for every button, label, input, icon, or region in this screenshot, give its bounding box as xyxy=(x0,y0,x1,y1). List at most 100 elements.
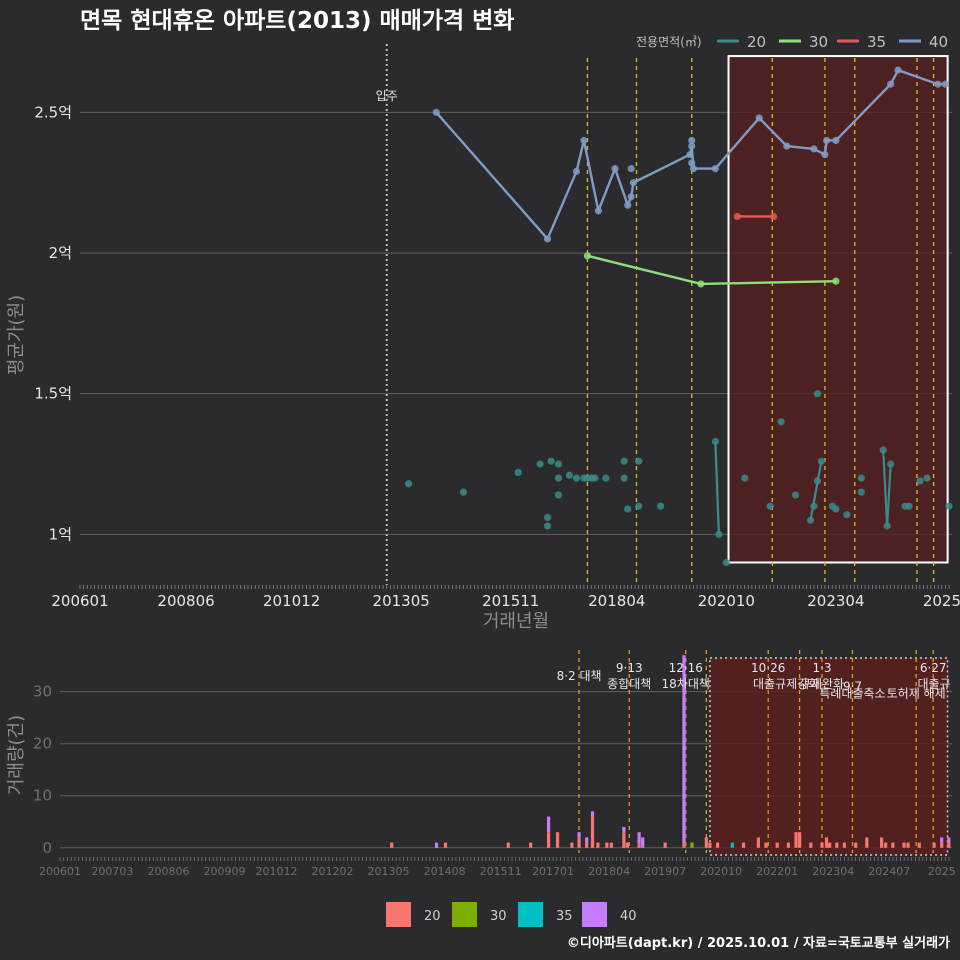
data-point-20 xyxy=(817,457,826,465)
data-point-20 xyxy=(554,474,563,482)
data-point-20 xyxy=(810,502,818,510)
policy-annotation: 18차대책 xyxy=(662,676,710,691)
volume-x-tick-label: 200806 xyxy=(147,865,189,878)
x-tick-label: 201804 xyxy=(588,592,645,610)
highlight-box xyxy=(727,55,949,564)
volume-bar-20 xyxy=(443,842,448,848)
volume-bar-20 xyxy=(506,842,510,848)
data-point-40 xyxy=(624,201,632,209)
volume-bar-20 xyxy=(585,842,589,848)
data-point-20 xyxy=(832,505,840,513)
data-point-40 xyxy=(580,136,588,145)
volume-x-tick-label: 200703 xyxy=(91,865,133,878)
data-point-20 xyxy=(741,474,749,482)
volume-bar-40 xyxy=(546,816,551,833)
policy-annotation: 6·27 xyxy=(920,661,947,675)
data-point-20 xyxy=(905,502,913,510)
volume-x-tick-label: 201907 xyxy=(644,865,686,878)
volume-x-tick-label: 201012 xyxy=(256,865,298,878)
policy-annotation: 토허제 해제 xyxy=(887,687,946,701)
volume-bar-20 xyxy=(828,842,832,848)
volume-bar-35 xyxy=(730,842,734,848)
data-point-30 xyxy=(832,277,840,285)
volume-bar-20 xyxy=(625,842,630,848)
volume-bar-40 xyxy=(682,655,686,843)
volume-bar-20 xyxy=(880,837,884,848)
volume-bar-20 xyxy=(741,842,746,848)
data-point-40 xyxy=(594,207,602,215)
volume-bar-30 xyxy=(690,842,694,848)
data-point-20 xyxy=(711,437,719,446)
data-point-40 xyxy=(887,80,895,88)
data-point-20 xyxy=(857,488,865,496)
volume-legend-swatch-20 xyxy=(386,902,411,927)
volume-bar-20 xyxy=(884,842,888,848)
volume-bar-20 xyxy=(529,842,533,848)
data-point-40 xyxy=(941,80,950,88)
data-point-20 xyxy=(514,468,522,477)
volume-legend-label-20: 20 xyxy=(424,909,441,924)
data-point-20 xyxy=(813,477,822,485)
series-segment-20 xyxy=(714,441,720,535)
volume-y-tick-label: 20 xyxy=(33,735,52,753)
volume-bar-20 xyxy=(570,842,574,848)
data-point-40 xyxy=(572,167,581,176)
price-chart: 1억 1.5억 2억 2.5억 입주 200601 200806 201012 201305 20… xyxy=(34,44,960,610)
data-point-20 xyxy=(766,502,774,510)
x-tick-label: 2025 xyxy=(923,592,960,610)
data-point-20 xyxy=(806,516,815,524)
volume-bar-20 xyxy=(947,842,951,848)
volume-bar-20 xyxy=(756,837,760,848)
legend-label-30: 30 xyxy=(809,33,828,51)
volume-bar-40 xyxy=(947,837,951,843)
volume-legend-swatch-30 xyxy=(452,902,477,927)
data-point-20 xyxy=(923,474,931,482)
volume-x-tick-label: 200909 xyxy=(204,865,246,878)
volume-bar-20 xyxy=(577,837,581,848)
data-point-40 xyxy=(611,165,619,173)
data-point-30 xyxy=(697,280,705,288)
volume-bar-20 xyxy=(854,842,858,848)
data-point-35 xyxy=(733,212,741,221)
volume-y-tick-label: 30 xyxy=(33,683,52,701)
data-point-40 xyxy=(894,66,902,74)
volume-legend-swatch-35 xyxy=(518,902,543,927)
data-point-20 xyxy=(887,460,895,468)
volume-x-tick-label: 202304 xyxy=(812,865,854,878)
volume-x-tick-label: 202010 xyxy=(700,865,742,878)
volume-bar-20 xyxy=(835,842,839,848)
policy-annotation: 8·2 대책 xyxy=(557,668,602,683)
volume-bar-20 xyxy=(605,842,609,848)
volume-bar-20 xyxy=(786,842,790,848)
x-tick-label: 201305 xyxy=(373,592,430,610)
legend-label-20: 20 xyxy=(747,33,766,51)
policy-annotation: 대출규제강화 xyxy=(753,677,819,691)
x-tick-label: 200806 xyxy=(157,592,214,610)
volume-bar-20 xyxy=(940,842,944,848)
series-segment-20 xyxy=(809,461,823,521)
footer-credit: ©디아파트(dapt.kr) / 2025.10.01 / 자료=국토교통부 실… xyxy=(567,935,950,951)
volume-x-tick-label: 201305 xyxy=(368,865,410,878)
legend: 전용면적(㎡) 20 30 35 40 xyxy=(636,33,948,51)
policy-annotation: 9·7 xyxy=(843,679,862,693)
volume-bar-20 xyxy=(637,842,641,848)
volume-legend-swatch-40 xyxy=(582,902,607,927)
data-point-40 xyxy=(783,142,791,150)
volume-x-tick-label: 200601 xyxy=(39,865,81,878)
volume-x-tick-label: 2025 xyxy=(928,865,956,878)
data-point-20 xyxy=(620,457,628,465)
data-point-20 xyxy=(843,511,851,519)
volume-bar-20 xyxy=(708,842,712,848)
x-tick-label: 201511 xyxy=(482,592,539,610)
volume-legend: 20 30 35 40 xyxy=(386,902,637,927)
volume-bar-20 xyxy=(809,842,813,848)
volume-bar-20 xyxy=(865,837,869,848)
y-axis-title: 평균가(원) xyxy=(6,295,27,375)
x-tick-label: 202010 xyxy=(698,592,755,610)
data-point-40 xyxy=(934,80,942,88)
volume-y-axis-title: 거래량(건) xyxy=(6,715,27,795)
data-point-20 xyxy=(657,502,665,510)
data-point-20 xyxy=(547,457,555,465)
move-in-label: 입주 xyxy=(376,89,398,103)
series-segment-20 xyxy=(886,463,892,526)
